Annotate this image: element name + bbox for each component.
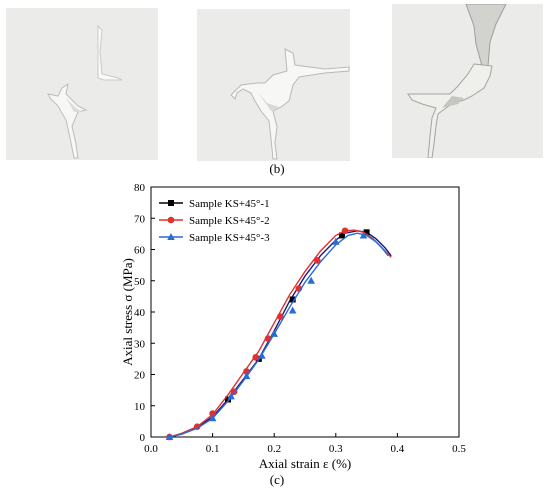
series-1-point <box>363 229 370 236</box>
legend-marker-1 <box>168 200 174 206</box>
y-tick-label: 40 <box>134 307 146 319</box>
legend-label-1: Sample KS+45°-1 <box>189 198 270 210</box>
x-tick-label: 0.0 <box>144 443 158 455</box>
series-line-1 <box>169 230 392 438</box>
series-3 <box>165 231 389 440</box>
series-2 <box>166 227 392 441</box>
y-tick-label: 60 <box>134 245 146 257</box>
figure-caption-b: (b) <box>269 161 285 176</box>
y-tick-label: 80 <box>134 182 146 194</box>
series-1-point <box>338 232 345 239</box>
x-tick-label: 0.4 <box>391 443 405 455</box>
series-3-point <box>227 392 235 400</box>
series-3-point <box>242 372 251 380</box>
fractured-specimen-image-3 <box>407 4 507 158</box>
y-tick-label: 0 <box>140 432 146 444</box>
y-tick-label: 30 <box>134 338 146 350</box>
series-1-point <box>289 296 296 303</box>
legend-label-3: Sample KS+45°-3 <box>189 232 270 244</box>
series-3-point <box>307 276 315 284</box>
specimen-photo-1 <box>6 8 158 160</box>
series-1 <box>169 229 392 438</box>
series-3-point <box>165 433 174 440</box>
fractured-specimen-image-1 <box>47 24 123 159</box>
series-1-point <box>225 396 231 403</box>
series-2-point <box>277 313 284 320</box>
x-axis-label: Axial strain ε (%) <box>259 456 351 471</box>
legend-marker-2 <box>167 216 175 224</box>
figure-caption-c: (c) <box>269 472 285 487</box>
fractured-specimen-image-2 <box>230 48 350 160</box>
y-axis-label: Axial stress σ (MPa) <box>120 258 135 366</box>
legend-label-2: Sample KS+45°-2 <box>189 215 270 227</box>
series-2-point <box>314 257 321 264</box>
y-tick-label: 20 <box>134 370 146 382</box>
series-line-2 <box>169 229 392 438</box>
specimen-photo-3 <box>392 4 543 158</box>
series-3-point <box>258 351 266 359</box>
chart-legend: Sample KS+45°-1 Sample KS+45°-2 Sample KS+… <box>159 198 270 244</box>
series-2-point <box>243 368 250 375</box>
series-3-point <box>288 306 297 314</box>
legend-marker-3 <box>167 233 175 240</box>
series-2-point <box>209 410 216 417</box>
series-3-point <box>270 329 278 337</box>
specimen-photo-2 <box>197 9 350 161</box>
series-line-3 <box>169 232 389 438</box>
y-tick-label: 10 <box>134 401 146 413</box>
series-3-point <box>208 414 217 422</box>
x-tick-label: 0.5 <box>452 443 466 455</box>
stress-strain-chart: 0.0 0.1 0.2 0.3 0.4 0.5 0 10 20 30 40 50 60 70 80 Axial… <box>120 182 466 471</box>
series-2-point <box>252 354 260 361</box>
x-tick-label: 0.2 <box>267 443 281 455</box>
chart-series-layer <box>165 227 392 441</box>
x-tick-label: 0.1 <box>206 443 220 455</box>
chart-axes: 0.0 0.1 0.2 0.3 0.4 0.5 0 10 20 30 40 50 60 70 80 Axial… <box>120 182 466 471</box>
series-3-point <box>332 237 340 245</box>
series-3-point <box>359 231 368 239</box>
y-tick-label: 70 <box>134 213 146 225</box>
x-tick-label: 0.3 <box>329 443 343 455</box>
y-tick-label: 50 <box>134 276 146 288</box>
series-2-point <box>341 227 349 235</box>
